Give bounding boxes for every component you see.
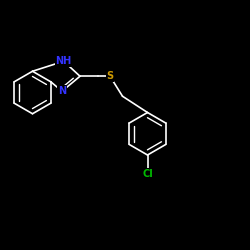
Text: Cl: Cl	[142, 169, 153, 179]
Text: S: S	[106, 71, 114, 81]
Text: NH: NH	[56, 56, 72, 66]
Text: N: N	[58, 86, 66, 96]
